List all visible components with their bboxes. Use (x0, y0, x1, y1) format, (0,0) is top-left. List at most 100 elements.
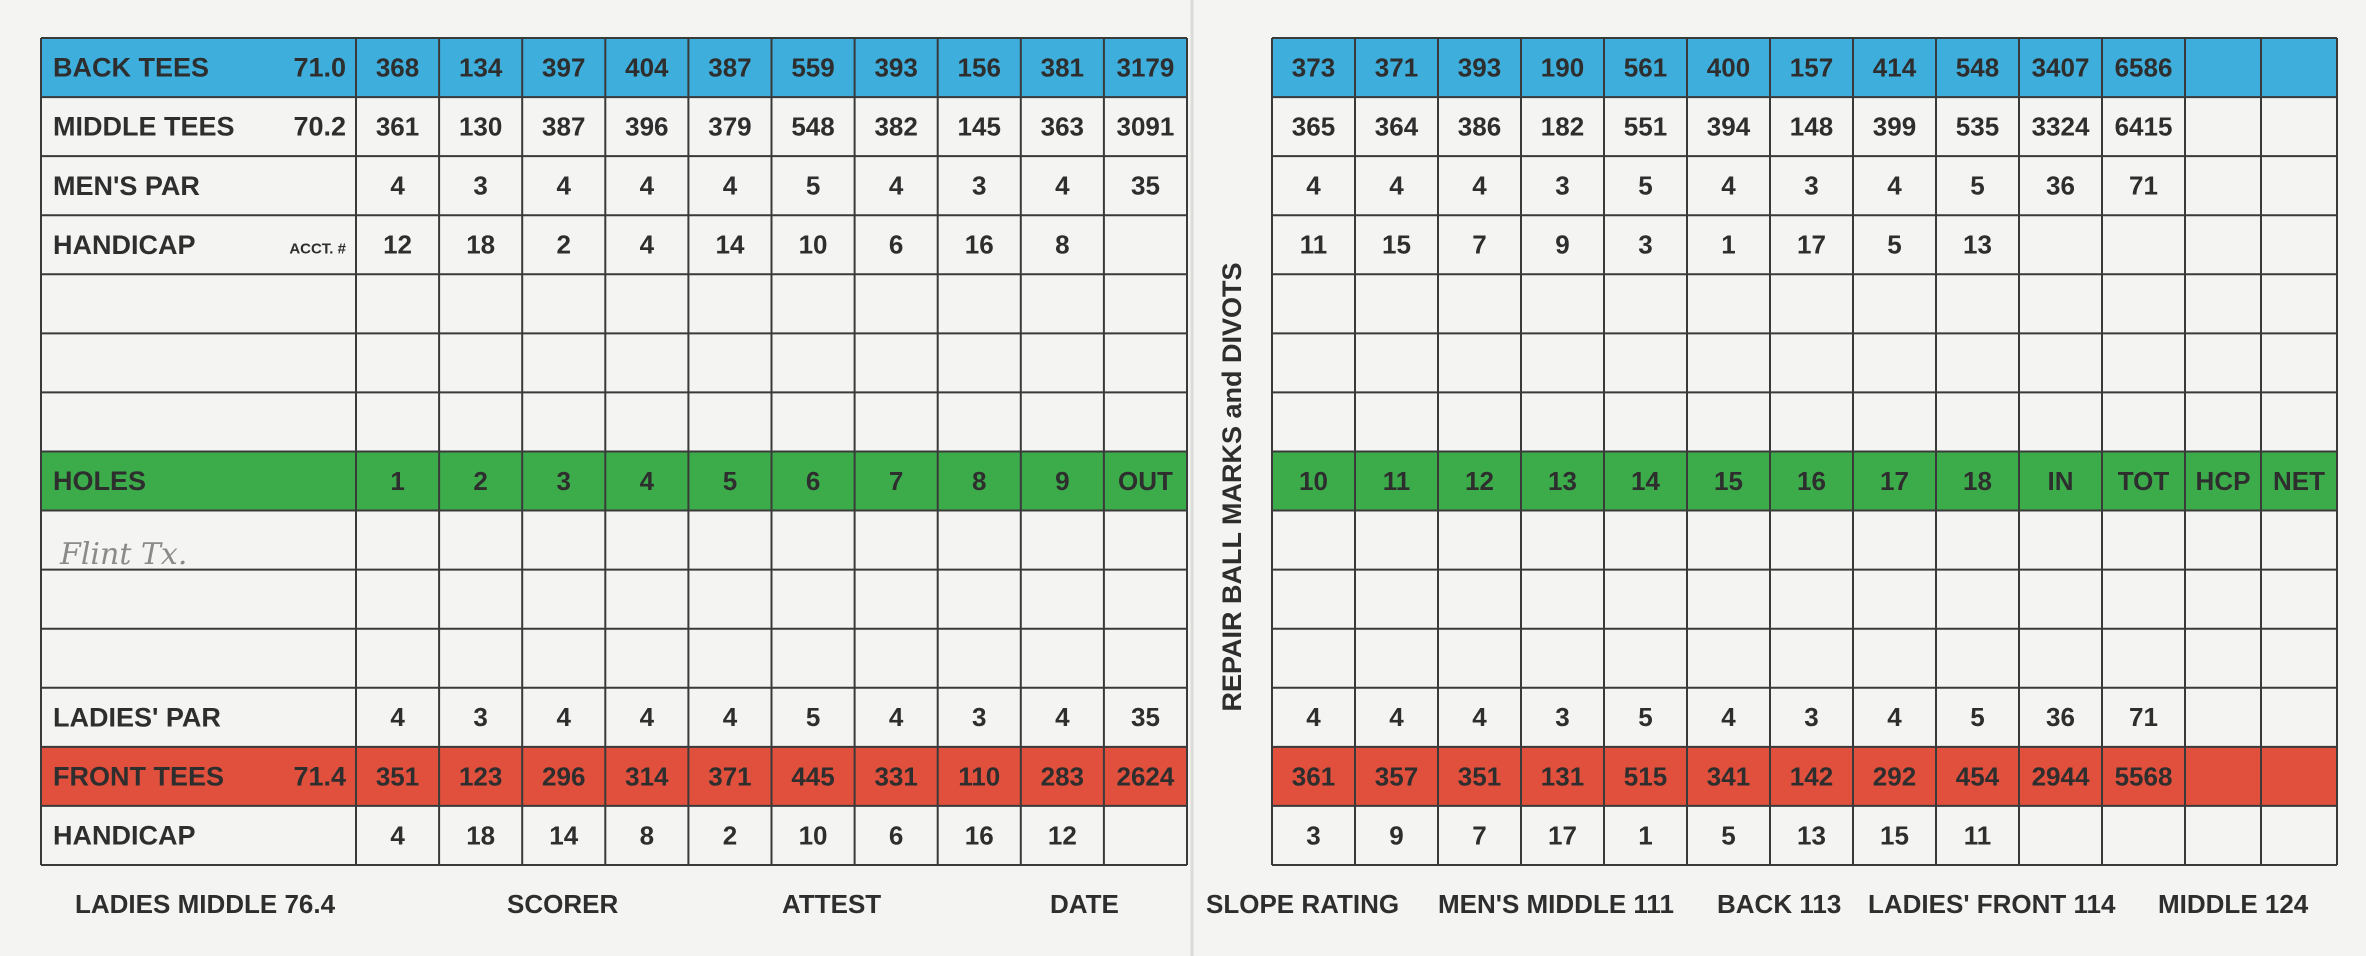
cell-value: 35 (1131, 702, 1160, 732)
cell-value: 10 (1299, 466, 1328, 496)
cell-value: 3 (473, 702, 487, 732)
cell-value: 15 (1880, 820, 1909, 850)
row-band (41, 746, 1187, 806)
cell-value: 6586 (2115, 52, 2173, 82)
cell-value: 123 (459, 761, 502, 791)
cell-value: 548 (1956, 52, 1999, 82)
cell-value: 4 (1887, 171, 1902, 201)
cell-value: 361 (1292, 761, 1335, 791)
cell-value: 365 (1292, 111, 1335, 141)
cell-value: 368 (376, 52, 419, 82)
cell-value: TOT (2118, 466, 2170, 496)
cell-value: 4 (1472, 702, 1487, 732)
cell-value: 3 (972, 171, 986, 201)
cell-value: 15 (1382, 230, 1411, 260)
cell-value: 16 (1797, 466, 1826, 496)
cell-value: 5568 (2115, 761, 2173, 791)
cell-value: 382 (874, 111, 917, 141)
cell-value: 387 (708, 52, 751, 82)
cell-value: 9 (1389, 820, 1403, 850)
cell-value: 4 (1472, 171, 1487, 201)
cell-value: 1 (1721, 230, 1735, 260)
cell-value: 4 (723, 702, 738, 732)
cell-value: 14 (549, 820, 578, 850)
row-label: MIDDLE TEES (53, 112, 235, 142)
cell-value: 13 (1797, 820, 1826, 850)
cell-value: 341 (1707, 761, 1750, 791)
row-band (1272, 38, 2337, 98)
cell-value: 386 (1458, 111, 1501, 141)
cell-value: 130 (459, 111, 502, 141)
cell-value: 18 (466, 230, 495, 260)
cell-value: 4 (390, 171, 405, 201)
cell-value: 18 (466, 820, 495, 850)
cell-value: 17 (1548, 820, 1577, 850)
cell-value: 397 (542, 52, 585, 82)
cell-value: 283 (1041, 761, 1084, 791)
cell-value: 548 (791, 111, 834, 141)
cell-value: 142 (1790, 761, 1833, 791)
cell-value: 515 (1624, 761, 1667, 791)
cell-value: 400 (1707, 52, 1750, 82)
cell-value: 4 (1721, 702, 1736, 732)
cell-value: 535 (1956, 111, 1999, 141)
cell-value: 559 (791, 52, 834, 82)
cell-value: 145 (958, 111, 1001, 141)
cell-value: 5 (1638, 171, 1652, 201)
cell-value: 414 (1873, 52, 1917, 82)
row-label: HANDICAP (53, 230, 196, 260)
course-rating: 71.0 (293, 53, 346, 83)
cell-value: 15 (1714, 466, 1743, 496)
row-band (41, 38, 1187, 98)
cell-value: 5 (723, 466, 737, 496)
cell-value: 4 (1887, 702, 1902, 732)
cell-value: 379 (708, 111, 751, 141)
cell-value: 11 (1300, 230, 1328, 260)
cell-value: 3 (473, 171, 487, 201)
cell-value: 357 (1375, 761, 1418, 791)
cell-value: 14 (715, 230, 744, 260)
cell-value: 2944 (2032, 761, 2090, 791)
cell-value: 2 (557, 230, 571, 260)
course-rating: 71.4 (293, 762, 346, 792)
cell-value: 1 (1638, 820, 1652, 850)
cell-value: 13 (1963, 230, 1992, 260)
cell-value: 9 (1055, 466, 1069, 496)
cell-value: 131 (1541, 761, 1584, 791)
cell-value: 351 (1458, 761, 1501, 791)
cell-value: 387 (542, 111, 585, 141)
cell-value: 9 (1555, 230, 1569, 260)
cell-value: 1 (390, 466, 404, 496)
cell-value: 36 (2046, 702, 2075, 732)
cell-value: 3 (557, 466, 571, 496)
row-band (1272, 746, 2337, 806)
cell-value: 3 (972, 702, 986, 732)
cell-value: 7 (889, 466, 903, 496)
cell-value: 8 (640, 820, 654, 850)
cell-value: 11 (1964, 820, 1992, 850)
cell-value: 4 (640, 171, 655, 201)
cell-value: 5 (806, 702, 820, 732)
cell-value: 5 (1721, 820, 1735, 850)
cell-value: 12 (1048, 820, 1077, 850)
cell-value: 148 (1790, 111, 1833, 141)
cell-value: 11 (1383, 466, 1411, 496)
cell-value: 12 (1465, 466, 1494, 496)
cell-value: 3 (1804, 171, 1818, 201)
cell-value: 396 (625, 111, 668, 141)
row-label: HANDICAP (53, 821, 196, 851)
cell-value: 3 (1306, 820, 1320, 850)
cell-value: 3 (1638, 230, 1652, 260)
cell-value: 4 (640, 230, 655, 260)
cell-value: 7 (1472, 820, 1486, 850)
row-label: MEN'S PAR (53, 171, 200, 201)
cell-value: 5 (1887, 230, 1901, 260)
row-band (1272, 451, 2337, 511)
cell-value: 7 (1472, 230, 1486, 260)
cell-value: 3091 (1117, 111, 1175, 141)
cell-value: 190 (1541, 52, 1584, 82)
cell-value: 381 (1041, 52, 1084, 82)
cell-value: 361 (376, 111, 419, 141)
cell-value: 2 (723, 820, 737, 850)
cell-value: 4 (1389, 702, 1404, 732)
